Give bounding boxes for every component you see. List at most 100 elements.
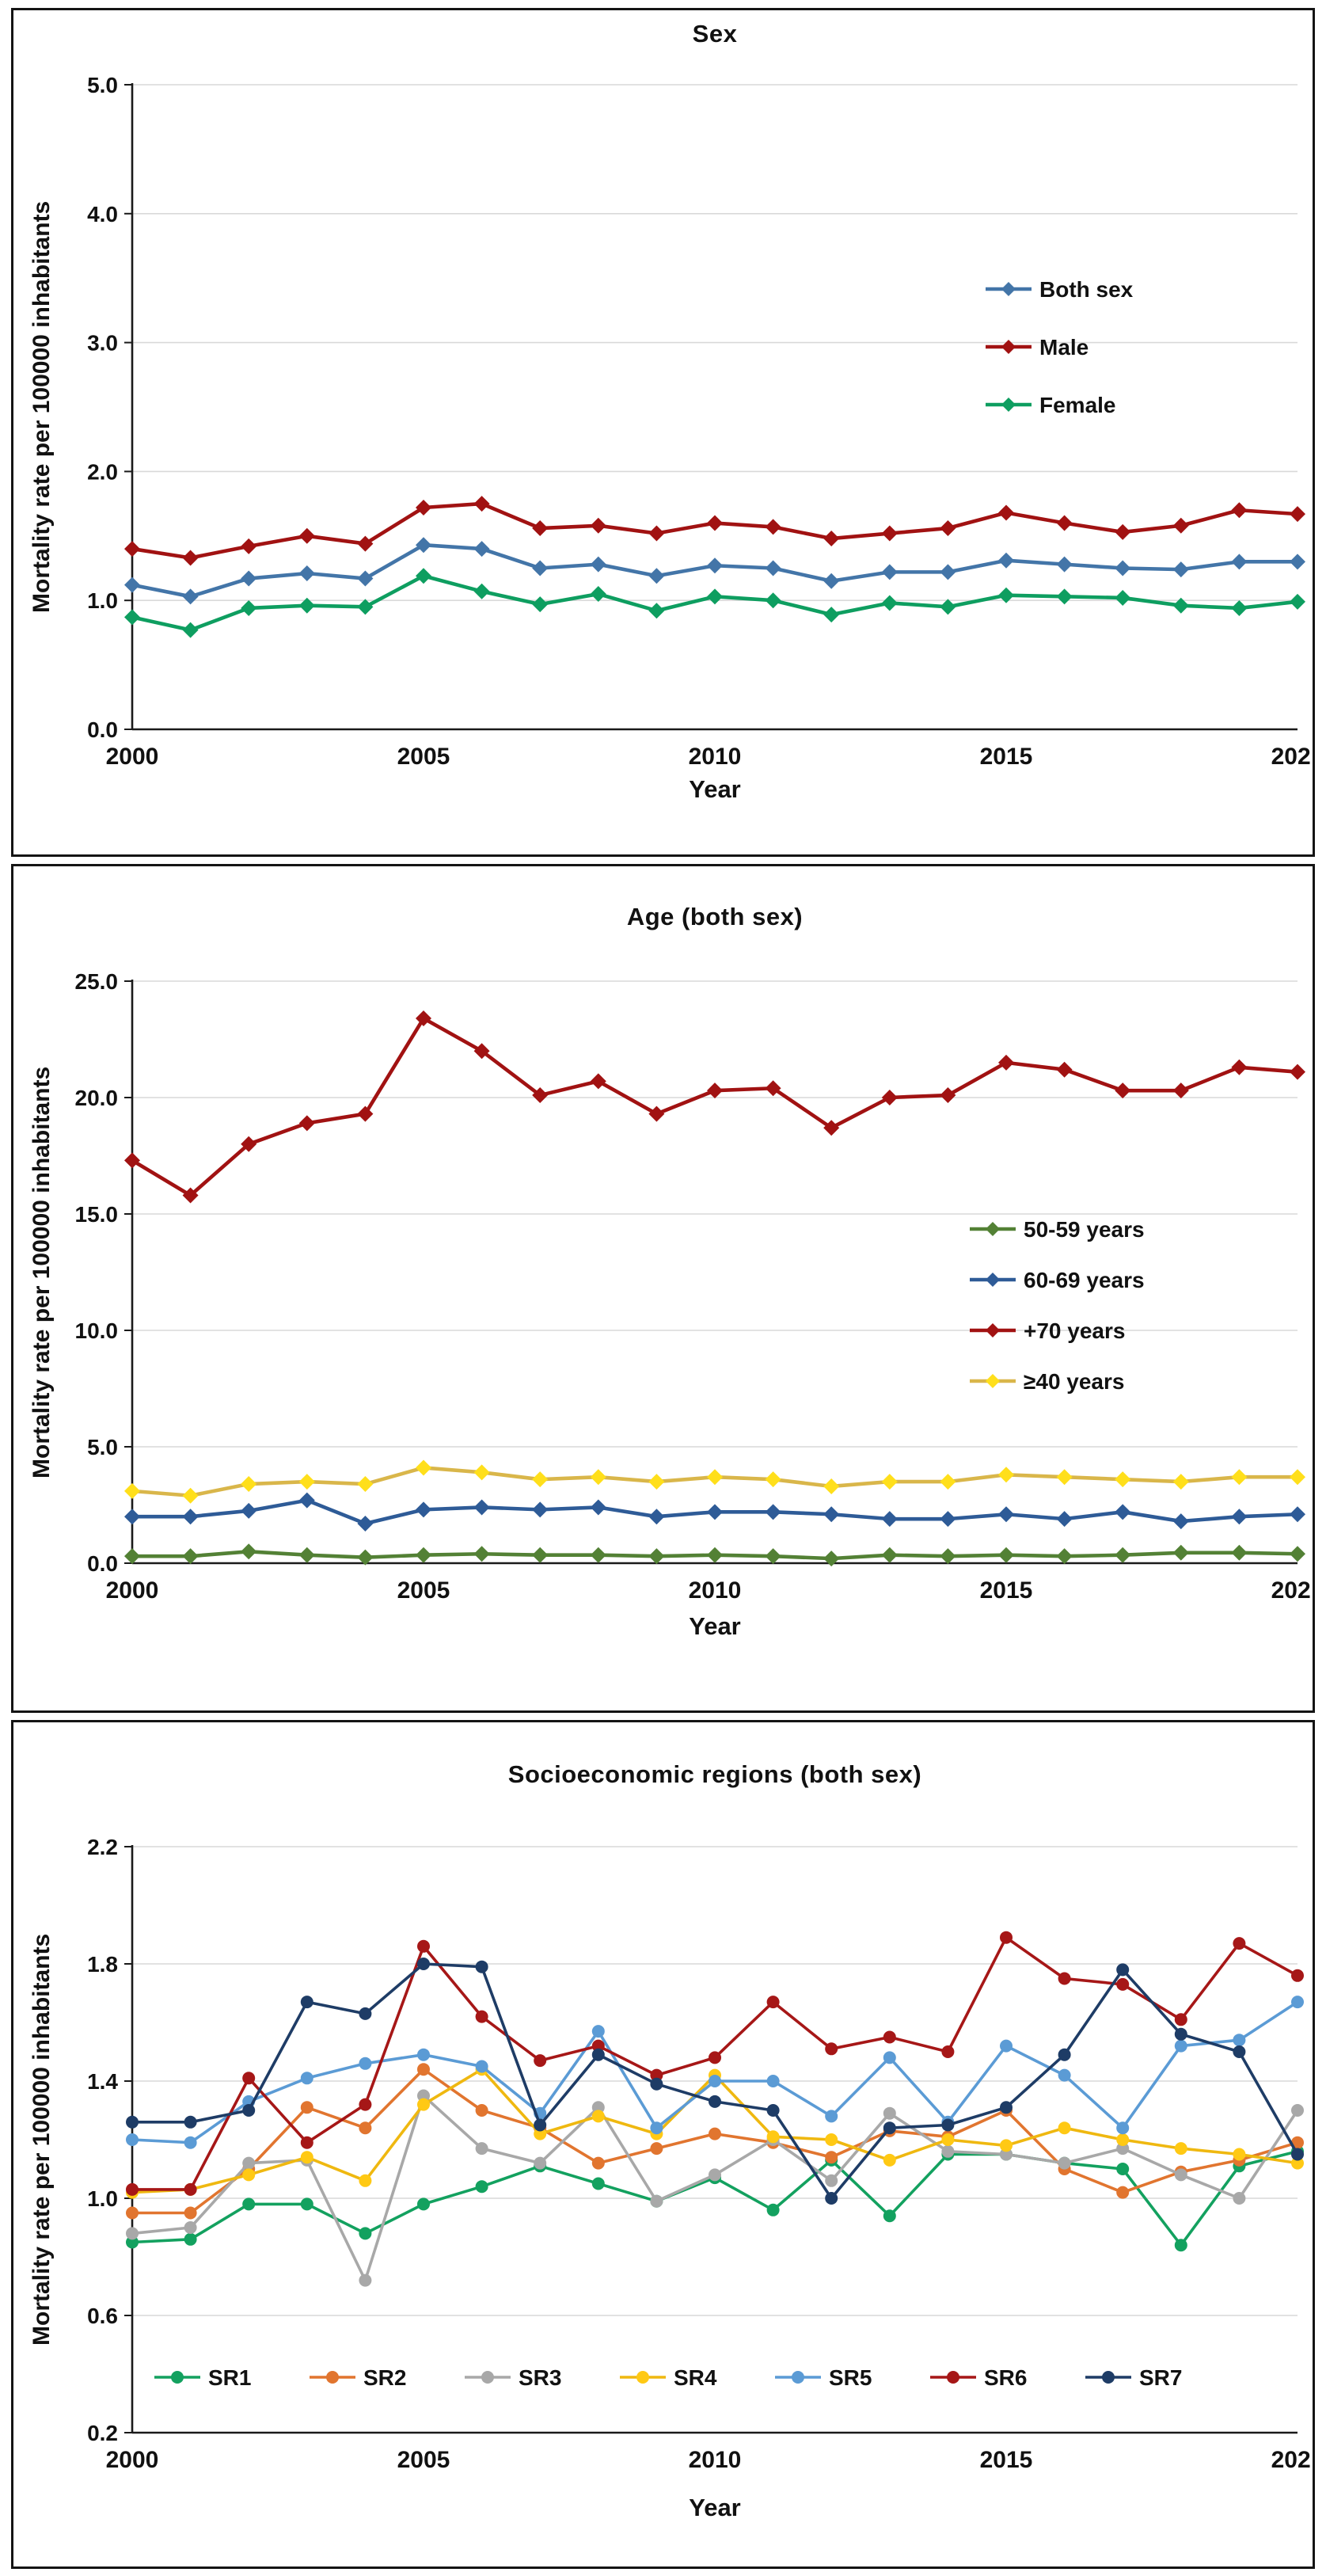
data-point-marker xyxy=(823,1506,840,1523)
sex-chart-plot: 0.0 1.0 2.0 3.0 4.0 5.0 2000 2005 2010 2015 2020 Bo… xyxy=(87,73,1311,770)
data-point-marker xyxy=(1115,1504,1131,1520)
data-point-marker xyxy=(326,2371,339,2384)
data-point-marker xyxy=(986,1222,1000,1236)
data-point-marker xyxy=(481,2371,494,2384)
data-point-marker xyxy=(941,2144,955,2158)
data-point-marker xyxy=(416,1501,431,1518)
data-point-marker xyxy=(182,1187,199,1204)
data-point-marker xyxy=(417,2063,430,2076)
data-point-marker xyxy=(124,541,140,557)
data-point-marker xyxy=(184,2115,197,2129)
data-point-marker xyxy=(124,576,140,593)
data-point-marker xyxy=(1000,2148,1013,2161)
data-point-marker xyxy=(1291,2104,1304,2117)
data-point-marker xyxy=(1291,1996,1304,2009)
data-point-marker xyxy=(883,2030,896,2044)
data-point-marker xyxy=(241,538,257,554)
data-point-marker xyxy=(1291,2148,1304,2161)
data-point-marker xyxy=(182,1487,199,1504)
data-point-marker xyxy=(475,2104,488,2117)
data-point-marker xyxy=(1231,554,1248,570)
series-SR7 xyxy=(126,1958,1304,2205)
data-point-marker xyxy=(298,1115,315,1132)
data-point-marker xyxy=(1001,340,1016,354)
data-point-marker xyxy=(709,2095,721,2108)
legend-item-50-59 years: 50-59 years xyxy=(970,1217,1145,1242)
data-point-marker xyxy=(940,599,956,615)
data-point-marker xyxy=(1116,1963,1130,1977)
data-point-marker xyxy=(650,2142,663,2156)
data-point-marker xyxy=(590,1469,606,1486)
series-Both sex xyxy=(124,537,1305,605)
data-point-marker xyxy=(357,1476,374,1493)
data-point-marker xyxy=(417,1939,430,1953)
data-point-marker xyxy=(883,2153,896,2167)
data-point-marker xyxy=(1116,2163,1130,2175)
x-tick-label: 2010 xyxy=(689,744,742,770)
data-point-marker xyxy=(357,1549,374,1566)
data-point-marker xyxy=(823,531,840,547)
legend-label: Both sex xyxy=(1039,277,1134,302)
data-point-marker xyxy=(707,1504,723,1520)
data-point-marker xyxy=(417,2197,430,2211)
y-tick-label: 0.0 xyxy=(87,717,118,742)
data-point-marker xyxy=(707,1469,723,1486)
data-point-marker xyxy=(1290,554,1305,570)
y-tick-label: 10.0 xyxy=(75,1318,119,1343)
x-tick-label: 2015 xyxy=(980,2447,1033,2473)
legend-label: SR5 xyxy=(829,2365,872,2390)
data-point-marker xyxy=(124,1152,140,1169)
chart-title-age: Age (both sex) xyxy=(626,903,804,930)
data-point-marker xyxy=(298,527,315,544)
data-point-marker xyxy=(475,2010,488,2023)
data-point-marker xyxy=(359,2227,372,2240)
data-point-marker xyxy=(591,2156,605,2170)
data-point-marker xyxy=(998,1054,1014,1071)
data-point-marker xyxy=(1056,515,1073,531)
data-point-marker xyxy=(241,1543,257,1560)
data-point-marker xyxy=(241,570,257,587)
data-point-marker xyxy=(709,2051,721,2064)
y-tick-label: 2.2 xyxy=(87,1835,118,1859)
data-point-marker xyxy=(241,1476,257,1493)
data-point-marker xyxy=(1116,2121,1130,2135)
data-point-marker xyxy=(825,2042,838,2056)
data-point-marker xyxy=(357,599,374,615)
data-point-marker xyxy=(357,535,374,552)
data-point-marker xyxy=(1172,1474,1189,1490)
data-point-marker xyxy=(298,1492,315,1509)
data-point-marker xyxy=(648,525,665,542)
data-point-marker xyxy=(765,1504,781,1520)
data-point-marker xyxy=(709,2075,721,2087)
data-point-marker xyxy=(124,1548,140,1565)
data-point-marker xyxy=(359,2121,372,2135)
y-tick-label: 1.8 xyxy=(87,1952,118,1977)
data-point-marker xyxy=(473,1546,490,1562)
data-point-marker xyxy=(1058,2156,1071,2170)
data-point-marker xyxy=(881,1090,898,1105)
data-point-marker xyxy=(475,2142,488,2156)
data-point-marker xyxy=(182,1509,199,1525)
legend-label: +70 years xyxy=(1024,1318,1125,1343)
data-point-marker xyxy=(184,2182,197,2196)
data-point-marker xyxy=(825,2174,838,2187)
data-point-marker xyxy=(590,517,606,534)
data-point-marker xyxy=(298,1547,315,1563)
data-point-marker xyxy=(1000,2039,1013,2053)
data-point-marker xyxy=(707,1083,723,1099)
data-point-marker xyxy=(1058,2068,1071,2082)
y-tick-label: 3.0 xyxy=(87,331,118,356)
data-point-marker xyxy=(1001,398,1016,412)
data-point-marker xyxy=(1172,597,1189,614)
data-point-marker xyxy=(1056,1511,1073,1528)
legend-label: SR7 xyxy=(1139,2365,1182,2390)
legend-item-60-69 years: 60-69 years xyxy=(970,1268,1145,1292)
data-point-marker xyxy=(473,1499,490,1516)
legend-item-SR6: SR6 xyxy=(930,2365,1027,2390)
data-point-marker xyxy=(1231,502,1248,519)
y-tick-label: 0.0 xyxy=(87,1551,118,1576)
data-point-marker xyxy=(1058,1972,1071,1985)
legend-item-SR7: SR7 xyxy=(1085,2365,1182,2390)
data-point-marker xyxy=(591,2039,605,2053)
y-tick-label: 25.0 xyxy=(75,969,119,994)
